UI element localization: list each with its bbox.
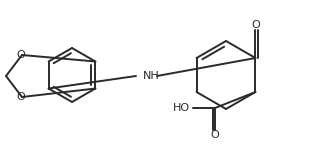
Text: O: O <box>211 130 219 140</box>
Text: O: O <box>251 20 260 30</box>
Text: NH: NH <box>143 71 160 81</box>
Text: O: O <box>16 92 26 102</box>
Text: HO: HO <box>173 103 190 113</box>
Text: O: O <box>16 50 26 60</box>
